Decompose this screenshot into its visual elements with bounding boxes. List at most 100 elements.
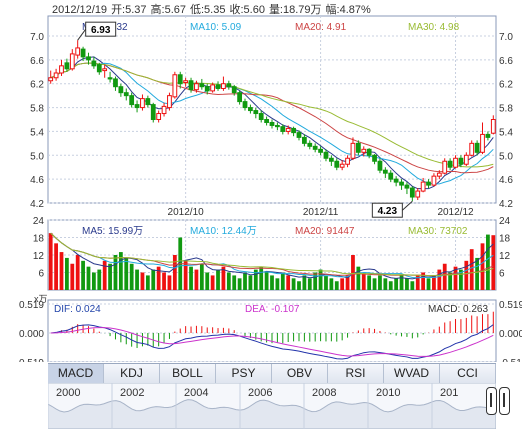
candle-body (80, 48, 86, 58)
volume-bar (167, 275, 172, 290)
volume-bar (318, 269, 323, 290)
quote-close: 收:5.60 (229, 4, 265, 16)
volume-ytick-left: 12 (33, 251, 45, 262)
volume-bar (232, 275, 237, 290)
tab-wvad[interactable]: WVAD (384, 364, 440, 383)
tab-boll[interactable]: BOLL (160, 364, 216, 383)
volume-bar (351, 255, 355, 290)
candle-body (156, 113, 162, 120)
volume-ytick-right: 18 (499, 234, 511, 245)
range-handle-right[interactable] (499, 387, 510, 415)
timeline-navigator[interactable]: 2000 2002 2004 2006 2008 2010 201 (48, 383, 496, 429)
kline-ytick-right: 5.8 (499, 104, 513, 115)
macd-panel[interactable]: 0.519 0.519 0.000 0.000 -0.519 -0.519 DIF: 0.0… (16, 299, 522, 362)
quote-change: 幅:4.87% (325, 4, 371, 16)
volume-bar (259, 266, 264, 290)
kline-ytick-left: 6.6 (30, 56, 44, 67)
candle-body (426, 181, 431, 186)
candle-body (167, 95, 172, 109)
candle-body (102, 68, 108, 72)
volume-bar (432, 275, 436, 290)
candle-body (361, 148, 367, 153)
candle-body (75, 47, 81, 56)
tab-cci[interactable]: CCI (440, 364, 496, 383)
candle-body (328, 157, 334, 162)
candle-body (69, 53, 75, 70)
range-handle-left[interactable] (486, 387, 497, 415)
candle-body (485, 133, 491, 138)
candle-body (215, 84, 221, 89)
volume-bar (183, 260, 188, 290)
candle-body (264, 119, 269, 123)
tab-psy[interactable]: PSY (216, 364, 272, 383)
timeline-year-label: 2000 (56, 387, 80, 399)
volume-bar (145, 275, 150, 290)
tab-rsi[interactable]: RSI (328, 364, 384, 383)
kline-ytick-left: 5.4 (30, 127, 44, 138)
candle-body (231, 86, 237, 94)
volume-bar (264, 272, 269, 290)
tab-obv[interactable]: OBV (272, 364, 328, 383)
volume-ytick-right: 12 (499, 251, 511, 262)
volume-bar (172, 255, 177, 290)
volume-bar (210, 275, 215, 290)
volume-bar (124, 257, 129, 290)
candle-body (53, 72, 59, 79)
macd-frame (47, 299, 497, 362)
candle-body (113, 78, 118, 88)
timeline-year-label: 2006 (248, 387, 272, 399)
kline-ytick-right: 4.2 (499, 199, 513, 210)
volume-bar (378, 275, 382, 290)
volume-bar (199, 263, 204, 290)
volume-bar (162, 272, 166, 290)
tab-kdj[interactable]: KDJ (104, 364, 160, 383)
candle-body (312, 145, 318, 150)
volume-bar (410, 281, 415, 290)
volume-bar (394, 278, 399, 290)
macd-ytick-right: 0.519 (499, 300, 522, 311)
candle-body (199, 83, 205, 88)
volume-bar (480, 243, 485, 290)
timeline-year-label: 2010 (376, 387, 400, 399)
volume-ytick-left: 24 (33, 216, 45, 227)
candle-body (188, 80, 194, 91)
candle-body (301, 136, 307, 144)
kline-ytick-left: 7.0 (30, 32, 44, 43)
volume-ytick-left: 18 (33, 234, 45, 245)
volume-bar (307, 278, 312, 290)
annotation-box (371, 202, 403, 218)
candle-body (296, 132, 302, 138)
volume-bar (226, 272, 231, 290)
kline-ytick-right: 7.0 (499, 32, 513, 43)
macd-ytick-right: 0.000 (499, 329, 522, 340)
candle-body (150, 104, 156, 121)
volume-bar (469, 249, 474, 290)
volume-bar (108, 263, 112, 290)
candle-body (345, 157, 350, 165)
annotation-pointer (77, 28, 87, 41)
candle-body (291, 127, 296, 134)
candle-body (242, 101, 248, 109)
candle-body (194, 83, 199, 91)
volume-bar (253, 269, 258, 290)
candle-body (86, 56, 91, 61)
candle-body (453, 157, 458, 168)
tab-macd[interactable]: MACD (48, 364, 104, 383)
volume-panel[interactable]: 24 24 18 18 12 12 6 6 x万 MA5: 15.99万 MA10: 12.44万 M… (33, 216, 511, 304)
kline-ytick-left: 4.2 (30, 199, 44, 210)
volume-bar (334, 281, 339, 290)
kline-ytick-left: 5.8 (30, 104, 44, 115)
volume-bar (216, 269, 220, 290)
volume-bar (340, 278, 345, 290)
candle-body (91, 60, 97, 67)
ma10-line (50, 62, 494, 185)
candle-body (463, 154, 469, 165)
macd-legend-macd: MACD: 0.263 (428, 304, 488, 315)
candle-body (134, 104, 140, 109)
volume-bar (75, 255, 80, 290)
kline-ytick-left: 6.2 (30, 80, 44, 91)
volume-bar (405, 278, 409, 290)
volume-bar (459, 269, 463, 290)
volume-bar (156, 266, 161, 290)
kline-panel[interactable]: 7.0 7.0 6.6 6.6 6.2 6.2 5.8 5.8 5.4 5.4 5.0 5.0 4.6 4… (30, 15, 513, 218)
